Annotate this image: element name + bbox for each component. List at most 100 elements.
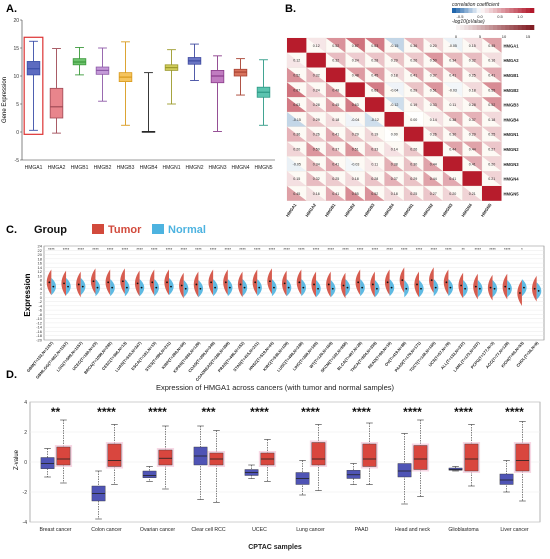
heatmap-cell-label: 0.11 — [449, 103, 456, 107]
heatmap-row-label: HMGB3 — [504, 103, 520, 108]
violin-tumor-median — [136, 282, 139, 285]
heatmap-cell-label: 0.11 — [371, 162, 378, 166]
panel-c-significance: ** — [461, 247, 465, 252]
heatmap-cell-label: 0.38 — [449, 118, 456, 122]
heatmap-triangle — [306, 112, 326, 127]
heatmap-triangle — [326, 82, 346, 98]
heatmap-triangle — [462, 126, 482, 142]
legend-pvalue-segment — [505, 25, 510, 30]
panel-d-box — [413, 445, 428, 470]
violin-tumor-median — [327, 283, 330, 286]
heatmap-row-label: HMGN5 — [504, 191, 520, 196]
heatmap-triangle — [345, 67, 365, 83]
heatmap-triangle — [443, 112, 463, 127]
heatmap-cell-label: 0.29 — [391, 59, 398, 63]
panel-c-significance: **** — [269, 247, 276, 252]
heatmap-cell-label: 0.44 — [430, 162, 437, 166]
heatmap-cell-label: 0.36 — [410, 44, 417, 48]
heatmap-cell-label: 0.26 — [313, 133, 320, 137]
violin-tumor-median — [48, 281, 51, 284]
heatmap-cell-label: 0.63 — [352, 103, 359, 107]
legend-pvalue-segment — [521, 25, 527, 30]
panel-d-title: Expression of HMGA1 across cancers (with… — [156, 383, 395, 392]
heatmap-cell-label: 0.30 — [410, 162, 417, 166]
violin-tumor-median — [460, 284, 463, 287]
violin-tumor-median — [342, 284, 345, 287]
panel-a-label: A. — [6, 3, 17, 15]
panel-d-category-label: Clear cell RCC — [191, 527, 226, 533]
panel-b-legend-title-2: -log10(pValue) — [452, 19, 485, 25]
violin-tumor-median — [489, 286, 492, 289]
heatmap-row-label: HMGN1 — [504, 132, 520, 137]
heatmap-cell-label: 0.48 — [332, 88, 339, 92]
heatmap-triangle — [482, 141, 502, 157]
violin-tumor-median — [92, 280, 95, 283]
panel-c-significance: **** — [166, 247, 173, 252]
panel-d-significance: ** — [51, 405, 61, 419]
heatmap-cell-label: 0.51 — [430, 88, 437, 92]
violin-tumor-median — [504, 285, 507, 288]
heatmap-cell-label: 0.32 — [469, 59, 476, 63]
panel-c-category-label: GBM(T=153,N=1157) — [26, 340, 55, 373]
legend-pvalue-segment — [517, 25, 522, 30]
heatmap-triangle — [482, 38, 502, 53]
heatmap-triangle — [404, 156, 424, 172]
heatmap-col-label: HMGB2 — [343, 202, 356, 218]
heatmap-cell-label: 0.41 — [469, 162, 476, 166]
heatmap-triangle — [462, 67, 482, 83]
violin-normal-median — [508, 287, 511, 290]
legend-gradient-segment — [488, 8, 494, 13]
panel-d-category-label: Lung cancer — [296, 527, 325, 533]
heatmap-triangle — [365, 141, 385, 157]
heatmap-triangle — [287, 186, 307, 201]
legend-pvalue-segment — [460, 25, 465, 30]
panel-a-ytick-label: 0 — [16, 130, 19, 136]
heatmap-triangle — [287, 141, 307, 157]
legend-corr-tick: 0.0 — [477, 14, 483, 19]
heatmap-cell-label: -0.15 — [293, 118, 301, 122]
panel-c-significance: **** — [445, 247, 452, 252]
heatmap-triangle — [287, 126, 307, 142]
legend-gradient-segment — [484, 8, 490, 13]
heatmap-triangle — [462, 112, 482, 127]
heatmap-cell-label: 0.67 — [352, 44, 359, 48]
heatmap-cell-label: 0.20 — [449, 192, 456, 196]
panel-d-box — [362, 443, 377, 467]
panel-c-ytick-label: 8 — [40, 278, 43, 283]
heatmap-triangle — [306, 156, 326, 172]
panel-a-ylabel: Gene Expression — [2, 77, 8, 123]
heatmap-cell-label: 0.25 — [469, 74, 476, 78]
legend-pvalue-segment — [456, 25, 461, 30]
heatmap-triangle — [345, 156, 365, 172]
legend-gradient-segment — [464, 8, 469, 13]
heatmap-triangle — [384, 186, 404, 201]
legend-gradient-segment — [493, 8, 498, 13]
heatmap-cell-label: 0.14 — [430, 118, 437, 122]
violin-normal-median — [228, 286, 231, 289]
heatmap-triangle — [443, 97, 463, 112]
heatmap-cell-label: 0.33 — [371, 148, 378, 152]
heatmap-triangle — [443, 67, 463, 83]
heatmap-cell-label: 0.41 — [449, 177, 456, 181]
heatmap-triangle — [326, 52, 346, 68]
heatmap-triangle — [462, 186, 482, 201]
heatmap-triangle — [287, 112, 307, 127]
heatmap-triangle — [423, 97, 443, 112]
heatmap-triangle — [345, 186, 365, 201]
heatmap-triangle — [404, 38, 424, 53]
heatmap-diagonal-cell — [384, 112, 404, 127]
violin-normal-median — [67, 285, 69, 288]
panel-d-box — [515, 443, 530, 472]
heatmap-triangle — [482, 156, 502, 172]
heatmap-cell-label: -0.03 — [351, 162, 359, 166]
heatmap-triangle — [384, 141, 404, 157]
heatmap-cell-label: 0.29 — [410, 88, 417, 92]
legend-gradient-segment — [509, 8, 514, 13]
panel-c-ytick-label: 2 — [40, 291, 43, 296]
violin-normal-median — [493, 287, 496, 290]
heatmap-triangle — [404, 171, 424, 186]
heatmap-cell-label: 0.52 — [488, 103, 495, 107]
heatmap-diagonal-cell — [462, 171, 482, 186]
heatmap-cell-label: 0.29 — [410, 177, 417, 181]
panel-c-significance: **** — [151, 247, 158, 252]
